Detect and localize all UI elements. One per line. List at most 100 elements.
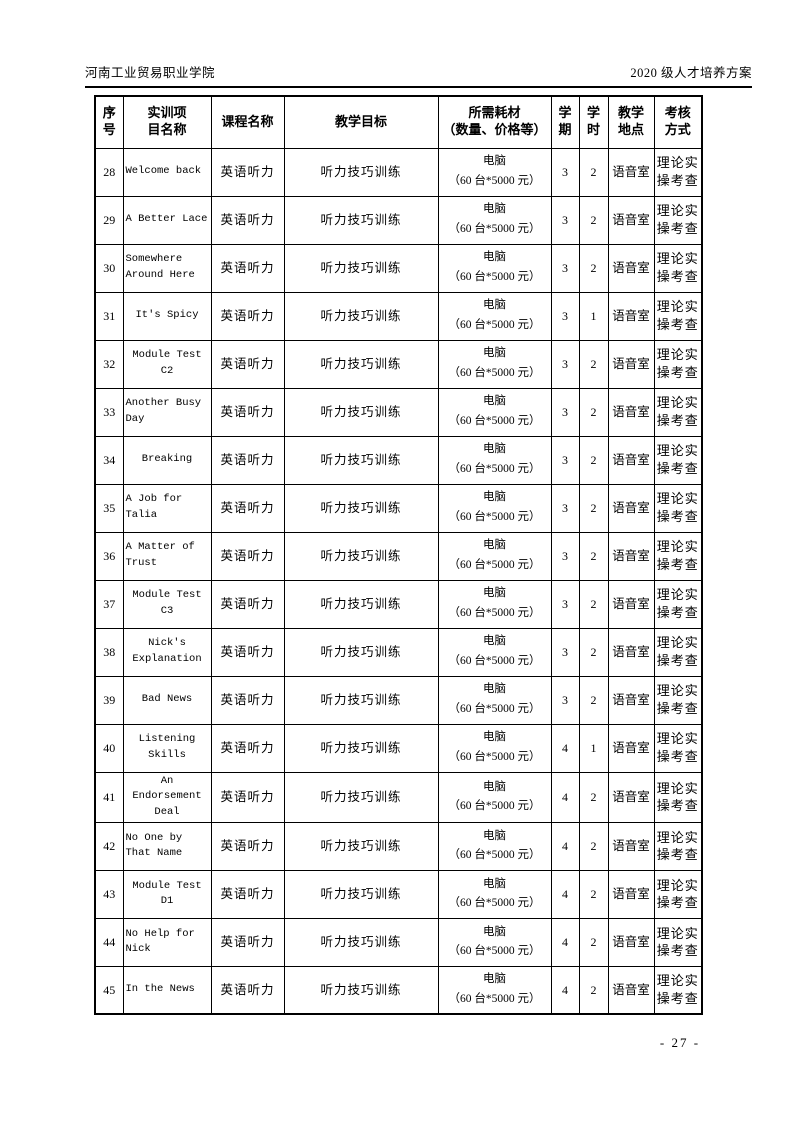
- cell-semester: 3: [550, 243, 580, 293]
- column-header-hours: 学 时: [578, 95, 609, 149]
- cell-location: 语音室: [607, 627, 655, 677]
- cell-assessment: 理论实操考查: [653, 723, 703, 773]
- cell-course: 英语听力: [210, 675, 285, 725]
- cell-materials: 电脑 （60 台*5000 元）: [437, 627, 552, 677]
- cell-semester: 3: [550, 339, 580, 389]
- cell-hours: 2: [578, 387, 609, 437]
- cell-goal: 听力技巧训练: [283, 291, 439, 341]
- cell-seq: 30: [94, 243, 124, 293]
- cell-name: It's Spicy: [122, 291, 212, 341]
- table-row: 40 Listening Skills 英语听力 听力技巧训练 电脑 （60 台*500…: [94, 723, 703, 773]
- cell-seq: 45: [94, 965, 124, 1015]
- cell-name: Module Test C2: [122, 339, 212, 389]
- cell-assessment: 理论实操考查: [653, 675, 703, 725]
- header-plan-title: 2020 级人才培养方案: [630, 66, 752, 80]
- cell-seq: 35: [94, 483, 124, 533]
- cell-course: 英语听力: [210, 723, 285, 773]
- cell-seq: 32: [94, 339, 124, 389]
- cell-goal: 听力技巧训练: [283, 339, 439, 389]
- cell-location: 语音室: [607, 579, 655, 629]
- cell-hours: 2: [578, 483, 609, 533]
- cell-goal: 听力技巧训练: [283, 917, 439, 967]
- cell-name: Module Test C3: [122, 579, 212, 629]
- cell-course: 英语听力: [210, 627, 285, 677]
- cell-location: 语音室: [607, 483, 655, 533]
- cell-course: 英语听力: [210, 821, 285, 871]
- cell-course: 英语听力: [210, 579, 285, 629]
- table-row: 35 A Job for Talia 英语听力 听力技巧训练 电脑 （60 台*5000…: [94, 483, 703, 533]
- cell-hours: 2: [578, 771, 609, 823]
- cell-materials: 电脑 （60 台*5000 元）: [437, 291, 552, 341]
- cell-materials: 电脑 （60 台*5000 元）: [437, 821, 552, 871]
- cell-location: 语音室: [607, 291, 655, 341]
- cell-materials: 电脑 （60 台*5000 元）: [437, 675, 552, 725]
- cell-goal: 听力技巧训练: [283, 965, 439, 1015]
- cell-assessment: 理论实操考查: [653, 195, 703, 245]
- cell-semester: 3: [550, 195, 580, 245]
- cell-course: 英语听力: [210, 339, 285, 389]
- cell-assessment: 理论实操考查: [653, 965, 703, 1015]
- cell-course: 英语听力: [210, 291, 285, 341]
- cell-goal: 听力技巧训练: [283, 483, 439, 533]
- cell-hours: 1: [578, 291, 609, 341]
- column-header-seq: 序号: [94, 95, 124, 149]
- cell-name: An Endorsement Deal: [122, 771, 212, 823]
- cell-semester: 4: [550, 723, 580, 773]
- cell-materials: 电脑 （60 台*5000 元）: [437, 771, 552, 823]
- cell-materials: 电脑 （60 台*5000 元）: [437, 387, 552, 437]
- cell-course: 英语听力: [210, 147, 285, 197]
- cell-hours: 2: [578, 579, 609, 629]
- cell-location: 语音室: [607, 723, 655, 773]
- cell-seq: 33: [94, 387, 124, 437]
- cell-seq: 36: [94, 531, 124, 581]
- cell-materials: 电脑 （60 台*5000 元）: [437, 147, 552, 197]
- cell-semester: 4: [550, 869, 580, 919]
- cell-assessment: 理论实操考查: [653, 147, 703, 197]
- cell-course: 英语听力: [210, 917, 285, 967]
- cell-location: 语音室: [607, 195, 655, 245]
- cell-location: 语音室: [607, 917, 655, 967]
- cell-assessment: 理论实操考查: [653, 579, 703, 629]
- cell-seq: 38: [94, 627, 124, 677]
- cell-assessment: 理论实操考查: [653, 483, 703, 533]
- table-header-row: 序号 实训项 目名称 课程名称 教学目标 所需耗材 （数量、价格等）学 期学 时教学 地…: [94, 95, 703, 149]
- cell-assessment: 理论实操考查: [653, 627, 703, 677]
- cell-name: Module Test D1: [122, 869, 212, 919]
- table-row: 43 Module Test D1 英语听力 听力技巧训练 电脑 （60 台*5000 …: [94, 869, 703, 919]
- cell-materials: 电脑 （60 台*5000 元）: [437, 965, 552, 1015]
- column-header-location: 教学 地点: [607, 95, 655, 149]
- cell-location: 语音室: [607, 387, 655, 437]
- cell-course: 英语听力: [210, 243, 285, 293]
- cell-hours: 2: [578, 821, 609, 871]
- cell-assessment: 理论实操考查: [653, 291, 703, 341]
- cell-name: Nick's Explanation: [122, 627, 212, 677]
- cell-goal: 听力技巧训练: [283, 627, 439, 677]
- cell-goal: 听力技巧训练: [283, 675, 439, 725]
- cell-name: In the News: [122, 965, 212, 1015]
- cell-hours: 2: [578, 675, 609, 725]
- cell-hours: 2: [578, 195, 609, 245]
- table-row: 29 A Better Lace 英语听力 听力技巧训练 电脑 （60 台*5000 元…: [94, 195, 703, 245]
- cell-name: No One by That Name: [122, 821, 212, 871]
- cell-course: 英语听力: [210, 435, 285, 485]
- table-body: 28 Welcome back 英语听力 听力技巧训练 电脑 （60 台*5000 元）…: [94, 147, 703, 1015]
- cell-semester: 3: [550, 483, 580, 533]
- cell-goal: 听力技巧训练: [283, 435, 439, 485]
- cell-name: A Better Lace: [122, 195, 212, 245]
- cell-course: 英语听力: [210, 195, 285, 245]
- cell-seq: 42: [94, 821, 124, 871]
- cell-seq: 39: [94, 675, 124, 725]
- table-row: 31 It's Spicy 英语听力 听力技巧训练 电脑 （60 台*5000 元） 3 1…: [94, 291, 703, 341]
- cell-assessment: 理论实操考查: [653, 339, 703, 389]
- table-row: 34 Breaking 英语听力 听力技巧训练 电脑 （60 台*5000 元） 3 2 语音…: [94, 435, 703, 485]
- cell-goal: 听力技巧训练: [283, 579, 439, 629]
- cell-semester: 4: [550, 917, 580, 967]
- cell-seq: 28: [94, 147, 124, 197]
- cell-name: A Matter of Trust: [122, 531, 212, 581]
- table-header: 序号 实训项 目名称 课程名称 教学目标 所需耗材 （数量、价格等）学 期学 时教学 地…: [94, 95, 703, 149]
- cell-assessment: 理论实操考查: [653, 771, 703, 823]
- cell-name: Another Busy Day: [122, 387, 212, 437]
- cell-seq: 31: [94, 291, 124, 341]
- cell-name: Breaking: [122, 435, 212, 485]
